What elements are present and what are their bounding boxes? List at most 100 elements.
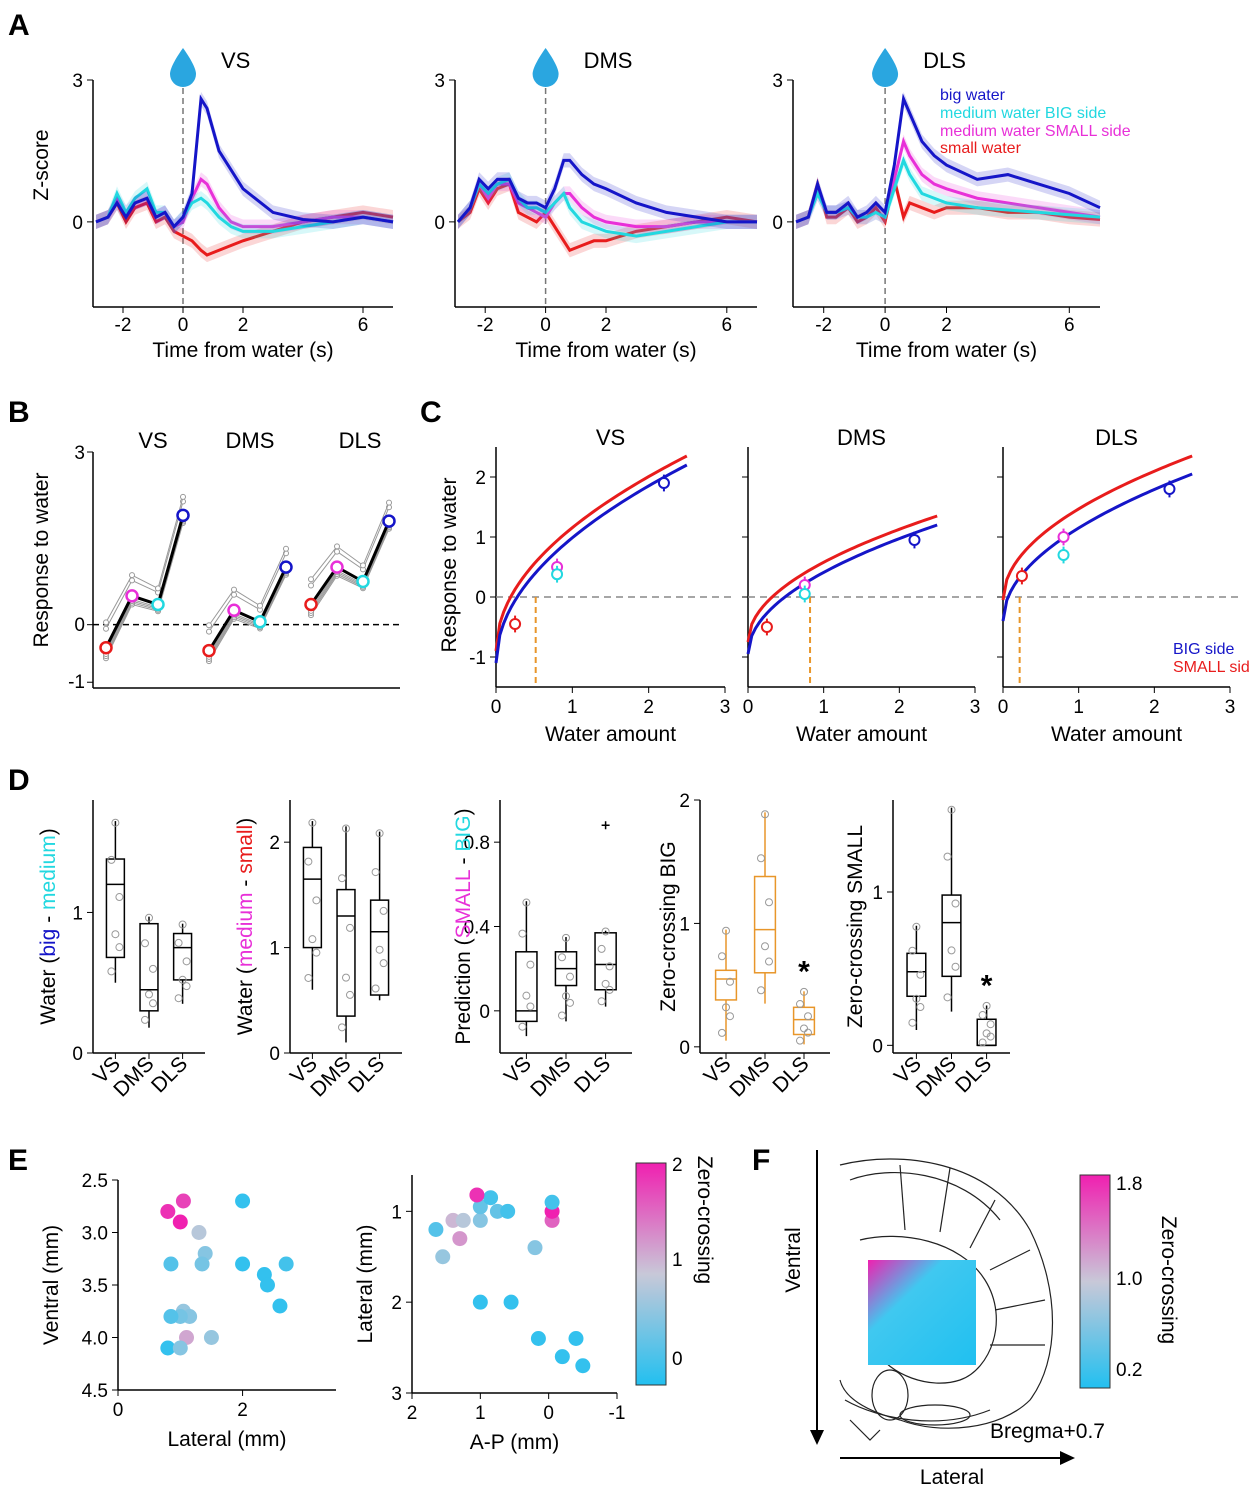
c-xlabel: Water amount (796, 723, 927, 746)
c-ytick-label: -1 (469, 648, 486, 669)
c-xtick-label: 2 (894, 697, 905, 718)
b-animal-point (334, 548, 340, 555)
e-scatter-point (469, 1187, 485, 1203)
d-ytick-label: 0 (479, 1002, 490, 1023)
b-title-dls: DLS (339, 428, 382, 453)
f-ventral-arrowhead (810, 1430, 824, 1445)
d-animal-point (115, 893, 124, 902)
d-box (369, 899, 390, 996)
a-xtick-label: 0 (178, 315, 189, 336)
e-scatter-point (235, 1193, 251, 1209)
d-animal-point (765, 898, 773, 907)
d-ylabel-part: big (37, 929, 60, 957)
d-animal-point (312, 896, 321, 905)
d-ytick-label: 1 (72, 903, 83, 924)
d-animal-point (526, 960, 535, 969)
water-drop-icon (532, 48, 559, 87)
e-ylabel: Ventral (mm) (40, 1225, 63, 1345)
panel-label-e: E (8, 1144, 28, 1177)
d-box (302, 846, 323, 949)
d-animal-point (518, 929, 527, 938)
water-drop-icon (170, 48, 196, 87)
c-ylabel: Response to water (438, 477, 461, 652)
d-ytick-label: 2 (269, 833, 280, 854)
d-box (792, 1006, 816, 1036)
d-animal-point (597, 997, 606, 1006)
b-animal-trace (208, 574, 287, 662)
e-scatter-point (194, 1256, 210, 1272)
d-ylabel: Water (medium - small) (234, 818, 257, 1035)
e-xtick-label: 0 (543, 1403, 554, 1424)
e-scatter-point (160, 1204, 176, 1219)
c-xtick-label: 1 (567, 697, 578, 718)
f-lateral-arrowhead (1060, 1451, 1075, 1465)
e-ylabel: Lateral (mm) (354, 1224, 377, 1343)
e-ytick-label: 2 (391, 1293, 402, 1314)
b-animal-point (360, 562, 366, 569)
d-animal-point (174, 938, 183, 947)
b-mean-point (176, 508, 190, 523)
f-cbar-tick-10: 1.0 (1116, 1269, 1142, 1290)
d-category-label: DLS (147, 1052, 192, 1097)
d-animal-point (722, 1003, 730, 1012)
d-animal-point (601, 979, 610, 988)
d-ytick-label: 0 (72, 1044, 83, 1065)
d-animal-point (107, 855, 116, 864)
b-animal-point (231, 591, 237, 598)
b-title-dms: DMS (226, 428, 275, 453)
d-animal-point (912, 922, 921, 931)
a-ytick-label: 3 (434, 71, 445, 92)
e-scatter-point (472, 1294, 488, 1310)
d-ylabel-part: - (452, 852, 475, 871)
d-animal-point (908, 1018, 917, 1027)
e-colorbar (635, 1162, 667, 1386)
b-animal-point (231, 586, 237, 593)
e-xtick-label: 2 (407, 1403, 418, 1424)
c-data-point (908, 534, 921, 546)
d-animal-point (558, 953, 566, 962)
d-ylabel: Water (big - medium) (37, 828, 60, 1024)
b-animal-trace (208, 553, 287, 632)
c-ytick-label: 1 (475, 528, 486, 549)
c-title: DLS (1095, 425, 1138, 450)
a-xtick-label: 6 (358, 315, 369, 336)
c-xtick-label: 2 (1149, 697, 1160, 718)
f-colorbar-label: Zero-crossing (1157, 1216, 1180, 1344)
a-sem-band (96, 195, 393, 263)
d-animal-point (174, 994, 183, 1003)
a-sem-band (458, 172, 757, 244)
d-animal-point (115, 943, 124, 952)
b-animal-point (103, 625, 109, 632)
a-xlabel: Time from water (s) (152, 339, 333, 362)
d-animal-point (312, 948, 321, 957)
d-animal-point (182, 957, 191, 966)
a-xlabel: Time from water (s) (515, 339, 696, 362)
d-animal-point (562, 933, 570, 942)
a-ytick-label: 3 (772, 71, 783, 92)
d-animal-point (375, 829, 384, 838)
b-animal-trace (310, 528, 390, 616)
b-mean-line (309, 520, 391, 606)
d-ytick-label: 0 (679, 1038, 690, 1059)
b-animal-trace (105, 496, 184, 623)
d-ytick-label: 0 (269, 1044, 280, 1065)
d-significance-star: * (798, 955, 810, 988)
d-animal-point (800, 987, 808, 996)
c-xtick-label: 2 (643, 697, 654, 718)
b-mean-line (104, 514, 185, 649)
a-xtick-label: 6 (722, 315, 733, 336)
b-mean-point (279, 560, 293, 574)
b-ytick-0: 0 (74, 615, 85, 636)
d-animal-point (951, 962, 960, 971)
d-ylabel-part: BIG (452, 815, 475, 851)
b-animal-point (155, 585, 161, 592)
d-animal-point (346, 923, 354, 932)
d-animal-point (145, 913, 153, 922)
d-animal-point (107, 967, 116, 976)
d-animal-point (141, 1015, 149, 1024)
panel-label-c: C (420, 396, 442, 429)
c-xtick-label: 3 (1225, 697, 1236, 718)
a-title: VS (221, 48, 250, 73)
